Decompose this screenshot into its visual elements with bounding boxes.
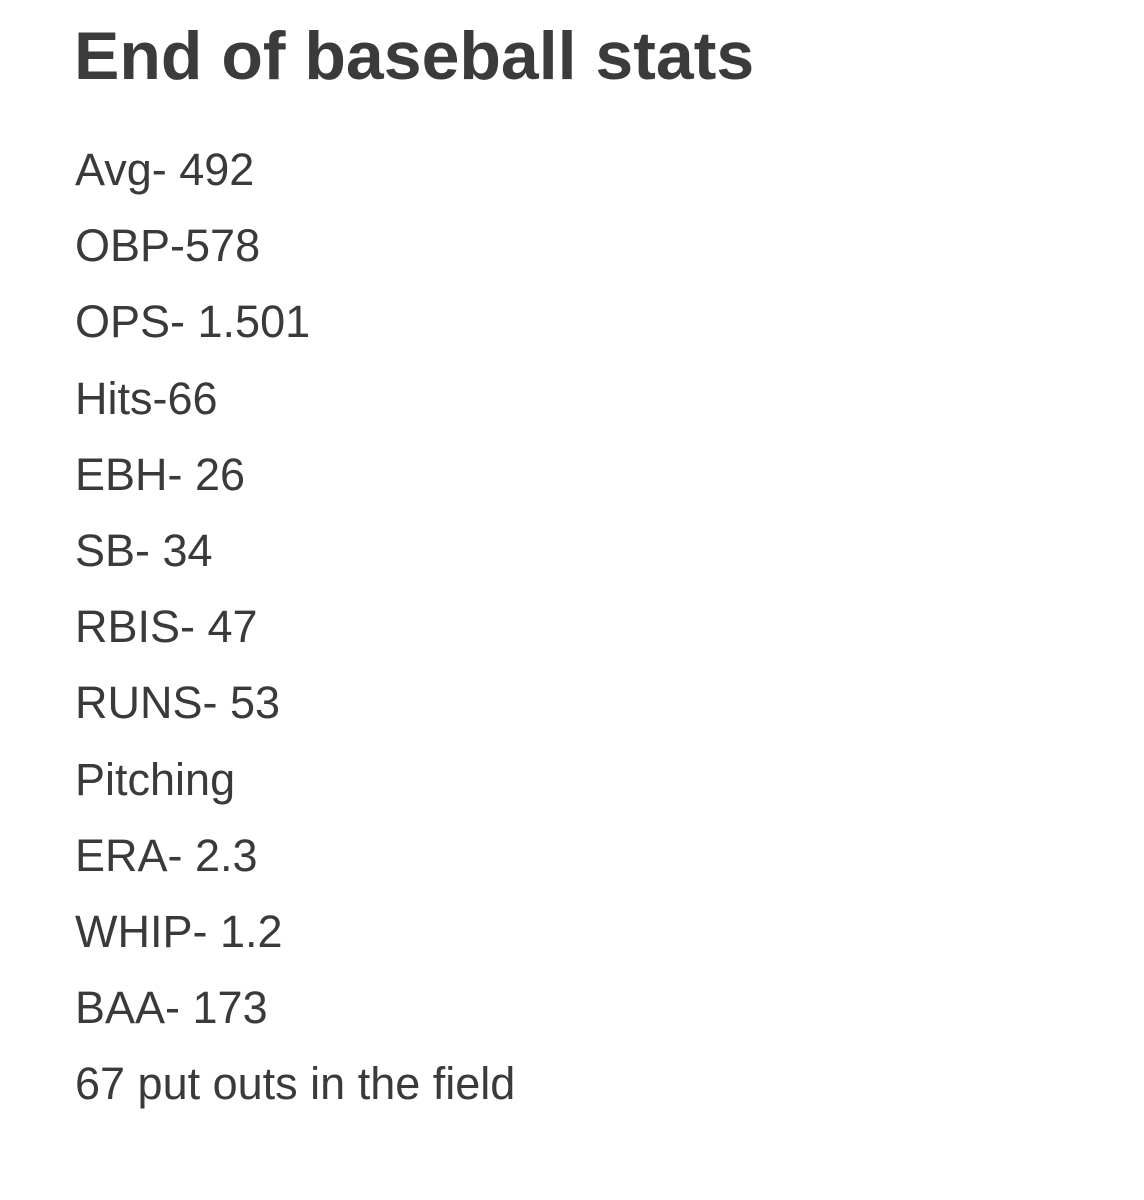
note-line: SB- 34 xyxy=(75,524,213,576)
note-line: OPS- 1.501 xyxy=(75,296,311,348)
note-line: OBP-578 xyxy=(75,220,261,272)
note-line: BAA- 173 xyxy=(75,982,268,1034)
note-line: ERA- 2.3 xyxy=(75,829,258,881)
note-line: RBIS- 47 xyxy=(75,601,258,653)
note-title: End of baseball stats xyxy=(74,18,755,94)
note-line: Avg- 492 xyxy=(75,144,255,195)
note-line: EBH- 26 xyxy=(75,448,246,500)
note-line: Pitching xyxy=(75,753,236,805)
note-line: 67 put outs in the field xyxy=(75,1058,516,1110)
note-line: RUNS- 53 xyxy=(75,677,281,729)
note-line: WHIP- 1.2 xyxy=(75,905,283,957)
note-line: Hits-66 xyxy=(75,372,218,424)
note-lines: Avg- 492 OBP-578 OPS- 1.501 Hits-66 EBH- 26 S… xyxy=(75,132,515,1122)
